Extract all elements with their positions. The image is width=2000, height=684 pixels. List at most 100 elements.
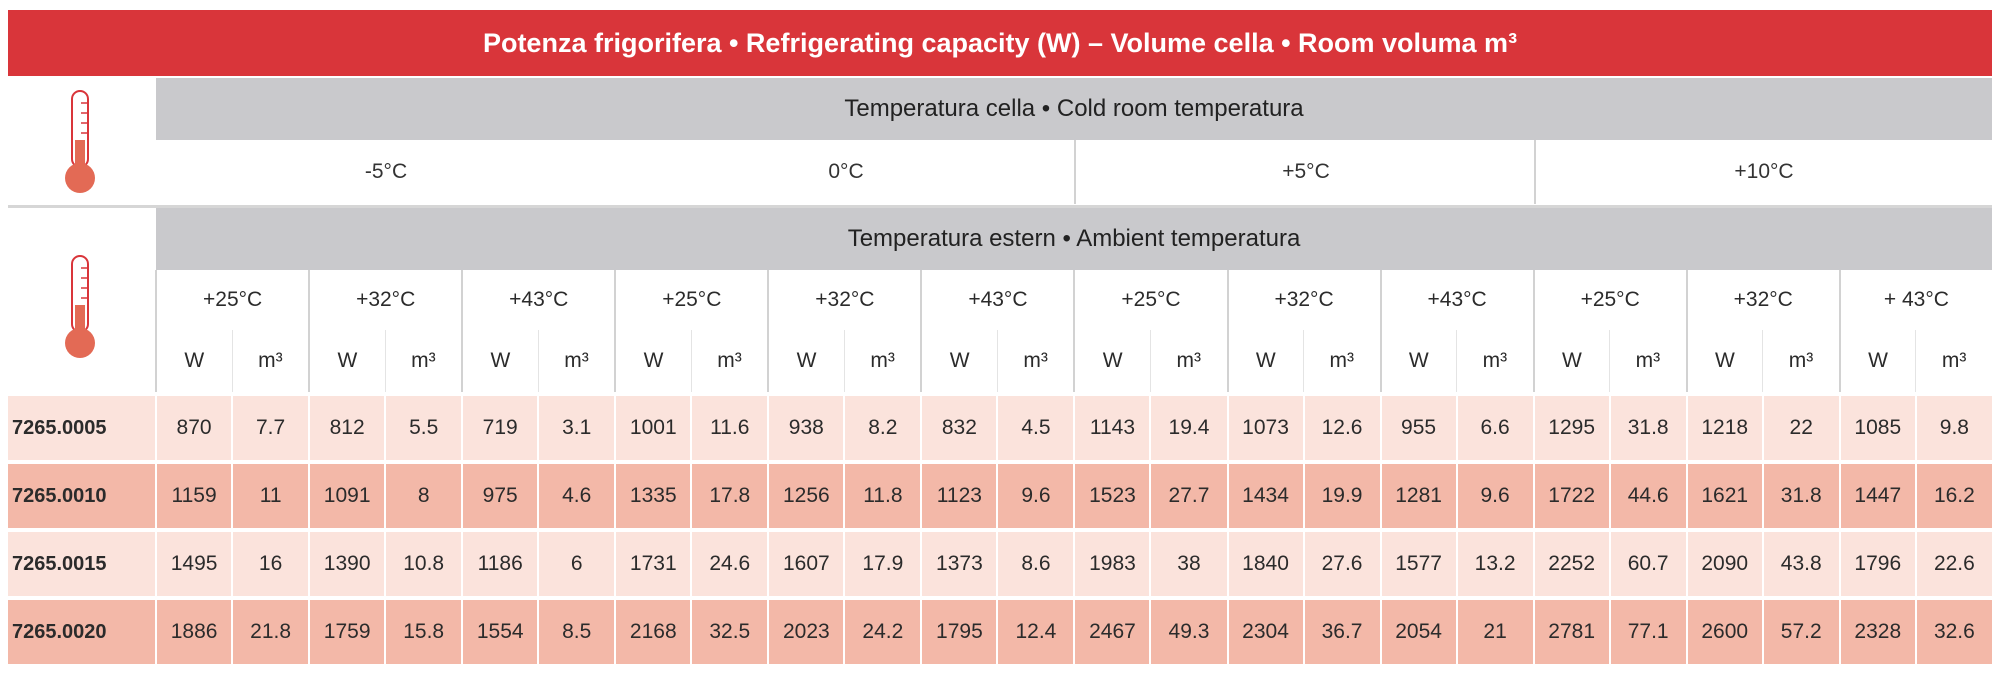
capacity-w-cell: 832	[920, 392, 998, 462]
ambient-temp-cell: +25°C	[614, 270, 769, 330]
model-code: 7265.0015	[8, 528, 157, 598]
room-temp-header: Temperatura cella • Cold room temperatur…	[156, 78, 1992, 140]
volume-m3-cell: 22.6	[1914, 528, 1992, 598]
volume-m3-cell: 12.6	[1302, 392, 1381, 462]
capacity-w-cell: 955	[1379, 392, 1457, 462]
capacity-w-cell: 1796	[1838, 528, 1916, 598]
unit-m3: m³	[1762, 330, 1840, 394]
volume-m3-cell: 6	[537, 528, 616, 598]
capacity-w-cell: 1722	[1532, 460, 1610, 530]
volume-m3-cell: 8.2	[843, 392, 922, 462]
capacity-w-cell: 1390	[308, 528, 386, 598]
capacity-w-cell: 1256	[767, 460, 845, 530]
unit-w: W	[614, 330, 692, 394]
unit-w: W	[1379, 330, 1457, 394]
volume-m3-cell: 8	[384, 460, 463, 530]
unit-m3: m³	[1303, 330, 1381, 394]
capacity-w-cell: 1295	[1532, 392, 1610, 462]
volume-m3-cell: 24.6	[690, 528, 769, 598]
divider	[1074, 140, 1076, 204]
ambient-temp-cell: +43°C	[1379, 270, 1534, 330]
blank-cell	[8, 330, 156, 394]
unit-w: W	[1838, 330, 1916, 394]
room-temp-plus10: +10°C	[1734, 160, 1794, 183]
room-temp-minus5: -5°C	[364, 160, 408, 183]
ambient-temp-cell: +25°C	[1073, 270, 1228, 330]
room-temp-plus5: +5°C	[1282, 160, 1330, 183]
ambient-temp-cell: +32°C	[1226, 270, 1381, 330]
volume-m3-cell: 11.8	[843, 460, 922, 530]
table-row: 7265.0020 1886 21.8 1759 15.8 1554 8.5 2168 32.5…	[8, 596, 1992, 664]
capacity-w-cell: 870	[155, 392, 233, 462]
capacity-w-cell: 719	[461, 392, 539, 462]
volume-m3-cell: 8.5	[537, 596, 616, 664]
table-title: Potenza frigorifera • Refrigerating capa…	[8, 10, 1992, 76]
volume-m3-cell: 17.8	[690, 460, 769, 530]
ambient-temp-cell: +32°C	[767, 270, 922, 330]
unit-m3: m³	[843, 330, 922, 394]
volume-m3-cell: 13.2	[1455, 528, 1534, 598]
capacity-w-cell: 1001	[614, 392, 692, 462]
capacity-w-cell: 2054	[1379, 596, 1457, 664]
volume-m3-cell: 15.8	[384, 596, 463, 664]
ambient-temp-cell: +43°C	[461, 270, 616, 330]
volume-m3-cell: 5.5	[384, 392, 463, 462]
ambient-temp-cell: +32°C	[1685, 270, 1840, 330]
capacity-w-cell: 2252	[1532, 528, 1610, 598]
capacity-w-cell: 938	[767, 392, 845, 462]
volume-m3-cell: 19.4	[1149, 392, 1228, 462]
capacity-w-cell: 1335	[614, 460, 692, 530]
capacity-w-cell: 1621	[1685, 460, 1763, 530]
unit-w: W	[767, 330, 845, 394]
unit-w: W	[920, 330, 998, 394]
capacity-w-cell: 1281	[1379, 460, 1457, 530]
volume-m3-cell: 32.6	[1914, 596, 1992, 664]
unit-w: W	[461, 330, 539, 394]
capacity-w-cell: 812	[308, 392, 386, 462]
capacity-w-cell: 2168	[614, 596, 692, 664]
capacity-w-cell: 1091	[308, 460, 386, 530]
unit-m3: m³	[1915, 330, 1992, 394]
capacity-w-cell: 2781	[1532, 596, 1610, 664]
table-row: 7265.0005 870 7.7 812 5.5 719 3.1 1001 11.6 938 8.…	[8, 392, 1992, 462]
unit-m3: m³	[1149, 330, 1228, 394]
volume-m3-cell: 11.6	[690, 392, 769, 462]
capacity-w-cell: 1759	[308, 596, 386, 664]
volume-m3-cell: 8.6	[996, 528, 1075, 598]
capacity-w-cell: 2328	[1838, 596, 1916, 664]
unit-w: W	[1532, 330, 1610, 394]
capacity-w-cell: 1795	[920, 596, 998, 664]
volume-m3-cell: 9.6	[996, 460, 1075, 530]
volume-m3-cell: 44.6	[1608, 460, 1687, 530]
model-code: 7265.0020	[8, 596, 157, 664]
ambient-temp-header: Temperatura estern • Ambient temperatura	[156, 208, 1992, 270]
volume-m3-cell: 4.6	[537, 460, 616, 530]
volume-m3-cell: 38	[1149, 528, 1228, 598]
capacity-w-cell: 2304	[1226, 596, 1304, 664]
unit-m3: m³	[996, 330, 1075, 394]
volume-m3-cell: 49.3	[1149, 596, 1228, 664]
ambient-temp-row: +25°C +32°C +43°C +25°C +32°C +43°C +25°…	[8, 270, 1992, 330]
capacity-w-cell: 975	[461, 460, 539, 530]
capacity-w-cell: 1159	[155, 460, 233, 530]
unit-w: W	[1685, 330, 1763, 394]
thermometer-icon	[65, 255, 95, 358]
volume-m3-cell: 9.8	[1914, 392, 1992, 462]
volume-m3-cell: 24.2	[843, 596, 922, 664]
volume-m3-cell: 19.9	[1302, 460, 1381, 530]
capacity-w-cell: 1186	[461, 528, 539, 598]
capacity-w-cell: 1123	[920, 460, 998, 530]
volume-m3-cell: 60.7	[1608, 528, 1687, 598]
volume-m3-cell: 57.2	[1761, 596, 1840, 664]
data-rows: 7265.0005 870 7.7 812 5.5 719 3.1 1001 11.6 938 8.…	[8, 392, 1992, 664]
model-code: 7265.0005	[8, 392, 157, 462]
table-row: 7265.0015 1495 16 1390 10.8 1186 6 1731 24.6 1607…	[8, 528, 1992, 598]
unit-w: W	[1226, 330, 1304, 394]
volume-m3-cell: 10.8	[384, 528, 463, 598]
table-row: 7265.0010 1159 11 1091 8 975 4.6 1335 17.8 1256 11…	[8, 460, 1992, 530]
capacity-w-cell: 2090	[1685, 528, 1763, 598]
volume-m3-cell: 12.4	[996, 596, 1075, 664]
capacity-w-cell: 1143	[1073, 392, 1151, 462]
unit-w: W	[308, 330, 386, 394]
volume-m3-cell: 31.8	[1761, 460, 1840, 530]
